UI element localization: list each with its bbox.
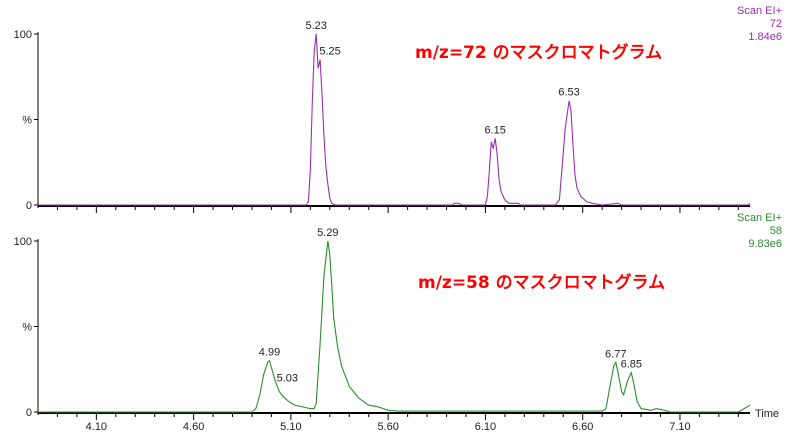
x-tick-label: 4.60 — [183, 421, 204, 433]
scan-header-line: 9.83e6 — [748, 238, 782, 250]
y-tick-label: 100 — [14, 29, 32, 41]
scan-header-line: 72 — [770, 18, 782, 30]
scan-header-line: 58 — [770, 225, 782, 237]
x-tick-label: 6.10 — [475, 421, 496, 433]
chromatogram-trace — [38, 240, 751, 413]
peak-label: 6.53 — [558, 87, 579, 99]
scan-header-line: 1.84e6 — [748, 31, 782, 43]
peak-label: 5.03 — [277, 372, 298, 384]
panel-2: 100% 0 4.10 4.60 5.10 5.60 6.10 6.60 7.10 Time Sca… — [14, 212, 782, 433]
x-tick-label: 5.60 — [377, 421, 398, 433]
y-tick-label: 0 — [26, 200, 32, 212]
peak-label: 5.23 — [305, 20, 326, 32]
peak-label: 6.15 — [484, 124, 505, 136]
peak-label: 4.99 — [259, 347, 280, 359]
y-tick-label: % — [22, 115, 32, 127]
chromatogram-trace — [38, 33, 751, 206]
chart-annotation: m/z=72 のマスクロマトグラム — [415, 42, 662, 63]
x-axis-label: Time — [755, 408, 779, 420]
peak-label: 5.25 — [319, 46, 340, 58]
peak-label: 6.85 — [621, 359, 642, 371]
scan-header-line: Scan EI+ — [737, 212, 782, 224]
y-tick-label: % — [22, 322, 32, 334]
peak-label: 6.77 — [605, 348, 626, 360]
y-tick-label: 0 — [26, 407, 32, 419]
chart-annotation: m/z=58 のマスクロマトグラム — [418, 272, 665, 293]
x-tick-label: 5.10 — [280, 421, 301, 433]
panel-1: 100% 0 Scan EI+721.84e6 5.23 5.25 6.15 6.53 m/z… — [14, 5, 782, 213]
scan-header-line: Scan EI+ — [737, 5, 782, 17]
peak-label: 5.29 — [317, 227, 338, 239]
x-tick-label: 6.60 — [572, 421, 593, 433]
x-tick-label: 7.10 — [669, 421, 690, 433]
x-tick-label: 4.10 — [86, 421, 107, 433]
y-tick-label: 100 — [14, 236, 32, 248]
